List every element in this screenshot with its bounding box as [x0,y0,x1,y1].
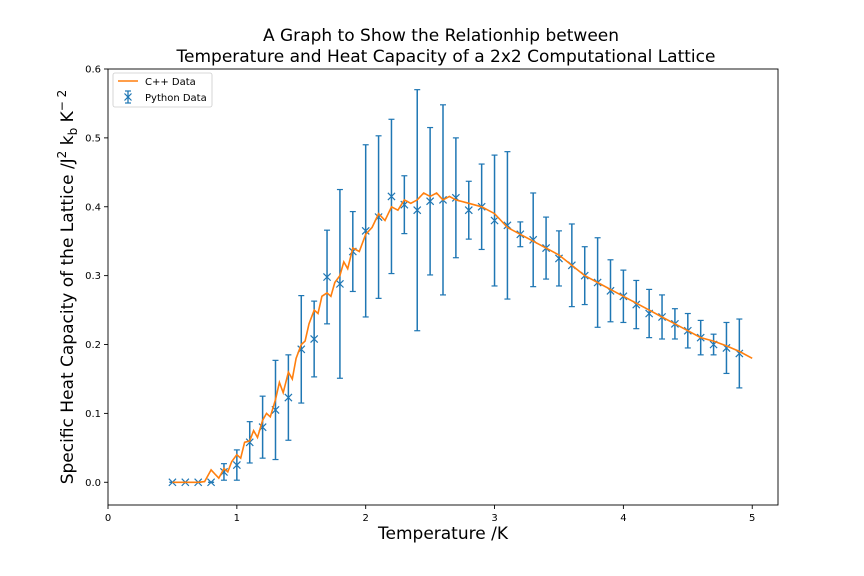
python-point [413,206,422,215]
y-tick-label: 0.1 [85,409,101,420]
x-tick-label: 3 [491,513,497,524]
python-point [232,461,241,470]
y-axis-label-sub: b [66,128,80,136]
cpp-data-line [172,192,753,484]
x-tick-label: 1 [234,513,240,524]
y-tick-label: 0.3 [85,271,101,282]
chart-title-line-2: Temperature and Heat Capacity of a 2x2 C… [176,47,716,67]
python-point [245,438,254,447]
python-point [335,279,344,288]
y-tick-label: 0.4 [85,202,101,213]
axis-ticks: 0 1 2 3 4 5 0.0 0.1 0.2 0.3 0.4 0.5 0.6 [85,65,755,525]
python-errorbars [169,89,743,483]
x-tick-label: 5 [749,513,755,524]
y-tick-label: 0.5 [85,133,101,144]
python-point [387,192,396,201]
legend-python-label: Python Data [145,93,207,104]
legend-cpp-label: C++ Data [145,77,196,88]
python-point [207,478,216,487]
y-axis-label-sup1: 2 [55,151,69,159]
python-point [310,334,319,344]
python-point [426,197,435,206]
x-tick-label: 2 [363,513,369,524]
legend: C++ Data Python Data [112,72,213,108]
y-axis-label: Specific Heat Capacity of the Lattice /J… [55,90,80,485]
y-axis-label-k: K [58,110,78,127]
y-axis-label-main: Specific Heat Capacity of the Lattice /J [58,158,78,484]
plot-content [168,89,753,487]
y-axis-label-sup2: − 2 [55,90,69,112]
python-point [490,216,499,225]
python-point [464,206,473,215]
x-axis-label: Temperature /K [377,524,509,544]
y-tick-label: 0.0 [85,478,101,489]
python-point [361,226,370,235]
python-point [284,393,293,402]
legend-python-swatch [124,90,132,104]
python-point [323,272,332,282]
python-point [503,221,512,230]
y-tick-label: 0.6 [85,65,101,76]
chart-title-line-1: A Graph to Show the Relationhip between [263,26,619,46]
x-tick-label: 0 [105,513,111,524]
x-tick-label: 4 [620,513,626,524]
legend-python-marker [124,93,132,101]
plot-frame [107,68,779,506]
y-tick-label: 0.2 [85,340,101,351]
y-axis-label-kb: k [58,135,78,150]
